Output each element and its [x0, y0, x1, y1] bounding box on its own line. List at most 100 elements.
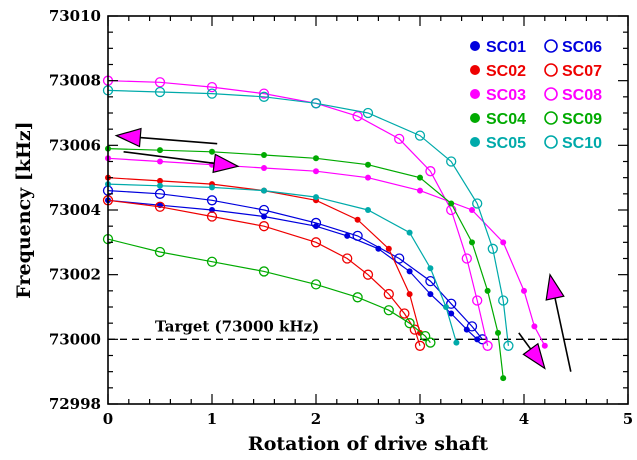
data-point-sc03 [500, 239, 507, 246]
series-line-sc05 [107, 183, 457, 343]
y-tick-label: 73002 [49, 266, 101, 284]
data-point-sc09 [310, 279, 322, 290]
data-point-sc06 [477, 334, 488, 345]
data-point-sc05 [365, 207, 371, 213]
data-point-sc04 [157, 147, 163, 154]
y-tick-label: 73008 [49, 72, 101, 90]
data-point-sc07 [310, 237, 322, 248]
series-line-sc09 [107, 238, 431, 343]
legend-marker-sc03 [470, 89, 480, 99]
data-point-sc04 [484, 287, 491, 294]
data-point-sc07 [399, 308, 410, 319]
data-point-sc05 [313, 194, 319, 201]
data-point-sc08 [206, 81, 218, 93]
data-point-sc08 [461, 253, 472, 264]
data-point-sc09 [383, 305, 394, 316]
legend-marker-sc07 [544, 63, 558, 77]
data-point-sc03 [417, 187, 423, 194]
data-point-sc03 [365, 174, 371, 181]
data-point-sc10 [498, 295, 509, 306]
data-point-sc01 [375, 245, 382, 252]
data-point-sc05 [443, 304, 449, 310]
annotation-arrow-head [114, 127, 142, 148]
target-label: Target (73000 kHz) [155, 317, 319, 335]
data-point-sc07 [258, 221, 270, 232]
data-point-sc06 [446, 298, 457, 309]
data-point-sc10 [487, 243, 498, 254]
plot-area: 0 1 2 3 4 5 72998 73000 73002 73004 73006 73008 7301… [49, 7, 633, 428]
data-point-sc04 [209, 148, 215, 155]
data-point-sc05 [209, 184, 215, 191]
legend: SC01 SC02 SC03 SC04 SC05 SC06 SC07 SC08 SC09 SC10 [470, 39, 602, 152]
series-line-sc01 [107, 199, 478, 340]
data-point-sc03 [157, 158, 163, 165]
series-line-sc06 [107, 190, 483, 340]
x-tick-label: 2 [311, 410, 321, 428]
data-point-sc02 [354, 216, 361, 223]
data-point-sc09 [404, 318, 415, 329]
legend-label-sc07: SC07 [562, 63, 602, 80]
x-tick-label: 4 [519, 410, 529, 428]
data-point-sc02 [385, 245, 392, 252]
data-point-sc10 [258, 91, 270, 102]
data-point-sc05 [261, 187, 267, 194]
data-point-sc10 [206, 88, 218, 99]
data-point-sc04 [417, 174, 423, 181]
y-tick-label: 73010 [49, 7, 101, 25]
data-point-sc07 [154, 201, 166, 212]
data-point-sc10 [446, 156, 457, 167]
annotation-arrow-shaft [123, 151, 215, 165]
legend-marker-sc02 [470, 65, 480, 75]
legend-label-sc01: SC01 [486, 39, 526, 56]
annotation-arrow-head [545, 273, 565, 301]
x-tick-label: 5 [623, 410, 633, 428]
data-point-sc10 [310, 98, 322, 109]
data-point-sc04 [365, 161, 371, 168]
data-point-sc06 [258, 204, 270, 216]
data-point-sc09 [420, 330, 431, 342]
annotation-arrow-shaft [518, 332, 532, 350]
legend-marker-sc05 [470, 137, 480, 147]
data-point-sc04 [495, 329, 501, 336]
data-point-sc02 [157, 177, 163, 184]
y-tick-label: 72998 [49, 395, 101, 413]
annotation-arrow-shaft [140, 136, 218, 145]
legend-label-sc10: SC10 [562, 135, 602, 152]
data-point-sc09 [154, 246, 166, 258]
legend-label-sc04: SC04 [486, 111, 526, 128]
y-tick-label: 73004 [49, 201, 101, 219]
x-tick-label: 1 [207, 410, 217, 428]
legend-label-sc02: SC02 [486, 63, 526, 80]
y-axis-title: Frequency [kHz] [13, 121, 35, 298]
data-point-sc04 [448, 200, 455, 207]
annotation-arrow-shaft [554, 297, 572, 372]
data-point-sc04 [313, 155, 319, 162]
data-point-sc06 [352, 230, 363, 242]
data-point-sc07 [414, 340, 426, 351]
data-point-sc04 [469, 239, 475, 246]
data-point-sc07 [206, 211, 218, 222]
data-point-sc06 [154, 188, 166, 199]
legend-label-sc06: SC06 [562, 39, 602, 56]
data-point-sc06 [206, 195, 218, 206]
data-point-sc04 [261, 152, 267, 159]
data-point-sc07 [362, 269, 374, 280]
data-point-sc06 [425, 275, 436, 287]
data-point-sc05 [453, 339, 460, 346]
data-point-sc03 [313, 168, 319, 175]
legend-marker-sc09 [544, 111, 558, 125]
data-point-sc10 [362, 107, 374, 119]
annotation-arrow-head [212, 153, 240, 174]
data-point-sc10 [472, 198, 483, 209]
data-point-sc03 [531, 323, 538, 330]
data-point-sc01 [448, 310, 455, 317]
data-point-sc07 [342, 253, 353, 264]
series-line-sc10 [107, 89, 509, 346]
legend-marker-sc01 [470, 41, 480, 51]
legend-label-sc08: SC08 [562, 87, 602, 104]
legend-label-sc09: SC09 [562, 111, 602, 128]
data-point-sc09 [425, 337, 436, 348]
data-point-sc04 [500, 375, 507, 382]
annotation-arrow-head [522, 342, 546, 370]
